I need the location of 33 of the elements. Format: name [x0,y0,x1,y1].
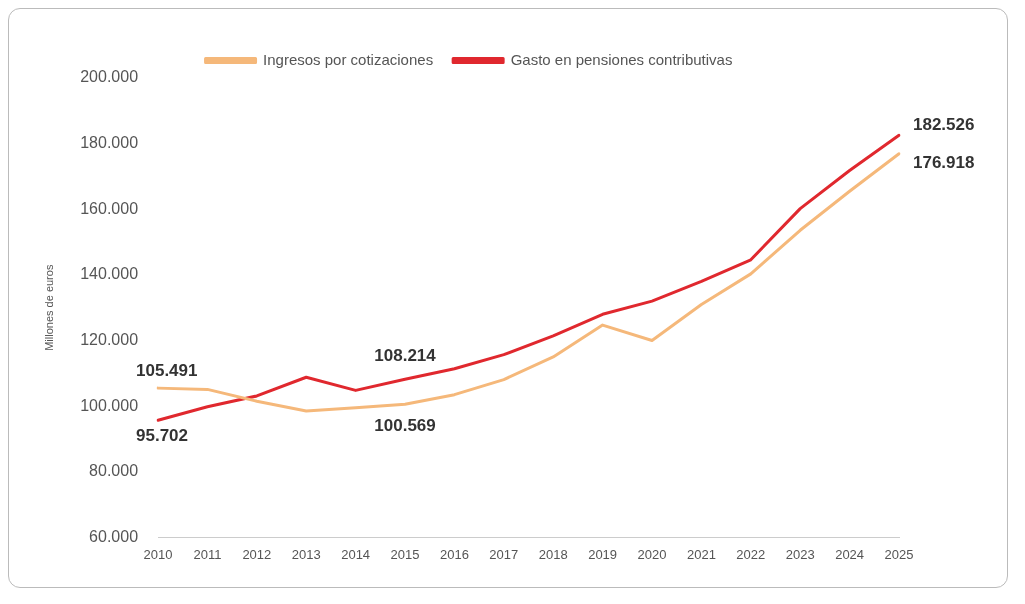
y-tick-label: 80.000 [89,462,139,480]
x-tick-label: 2022 [736,546,766,562]
y-axis-title: Millones de euros [42,264,55,351]
legend-label: Gasto en pensiones contributivas [510,50,733,68]
y-tick-label: 200.000 [80,68,139,86]
x-tick-label: 2018 [538,546,568,562]
data-label: 176.918 [913,153,975,173]
x-tick-label: 2011 [193,546,222,562]
x-tick-label: 2013 [291,546,321,562]
data-label: 108.214 [374,346,437,366]
x-tick-label: 2017 [489,546,519,562]
legend-label: Ingresos por cotizaciones [263,50,434,68]
x-tick-label: 2014 [341,546,371,562]
data-label: 95.702 [136,426,189,446]
x-tick-label: 2024 [835,546,865,562]
y-tick-label: 160.000 [80,199,139,217]
x-tick-label: 2010 [143,546,173,562]
y-tick-label: 60.000 [89,527,139,545]
y-tick-label: 100.000 [80,396,139,414]
x-tick-label: 2020 [637,546,667,562]
y-tick-label: 180.000 [80,134,139,152]
y-tick-label: 120.000 [80,330,139,348]
data-label: 182.526 [913,115,975,135]
data-label: 105.491 [136,361,198,381]
x-tick-label: 2025 [884,546,914,562]
x-tick-label: 2012 [242,546,272,562]
x-tick-label: 2015 [390,546,420,562]
x-tick-label: 2019 [588,546,618,562]
x-tick-label: 2016 [439,546,469,562]
x-tick-label: 2023 [785,546,815,562]
data-label: 100.569 [374,416,436,436]
x-tick-label: 2021 [686,546,716,562]
y-tick-label: 140.000 [80,265,139,283]
